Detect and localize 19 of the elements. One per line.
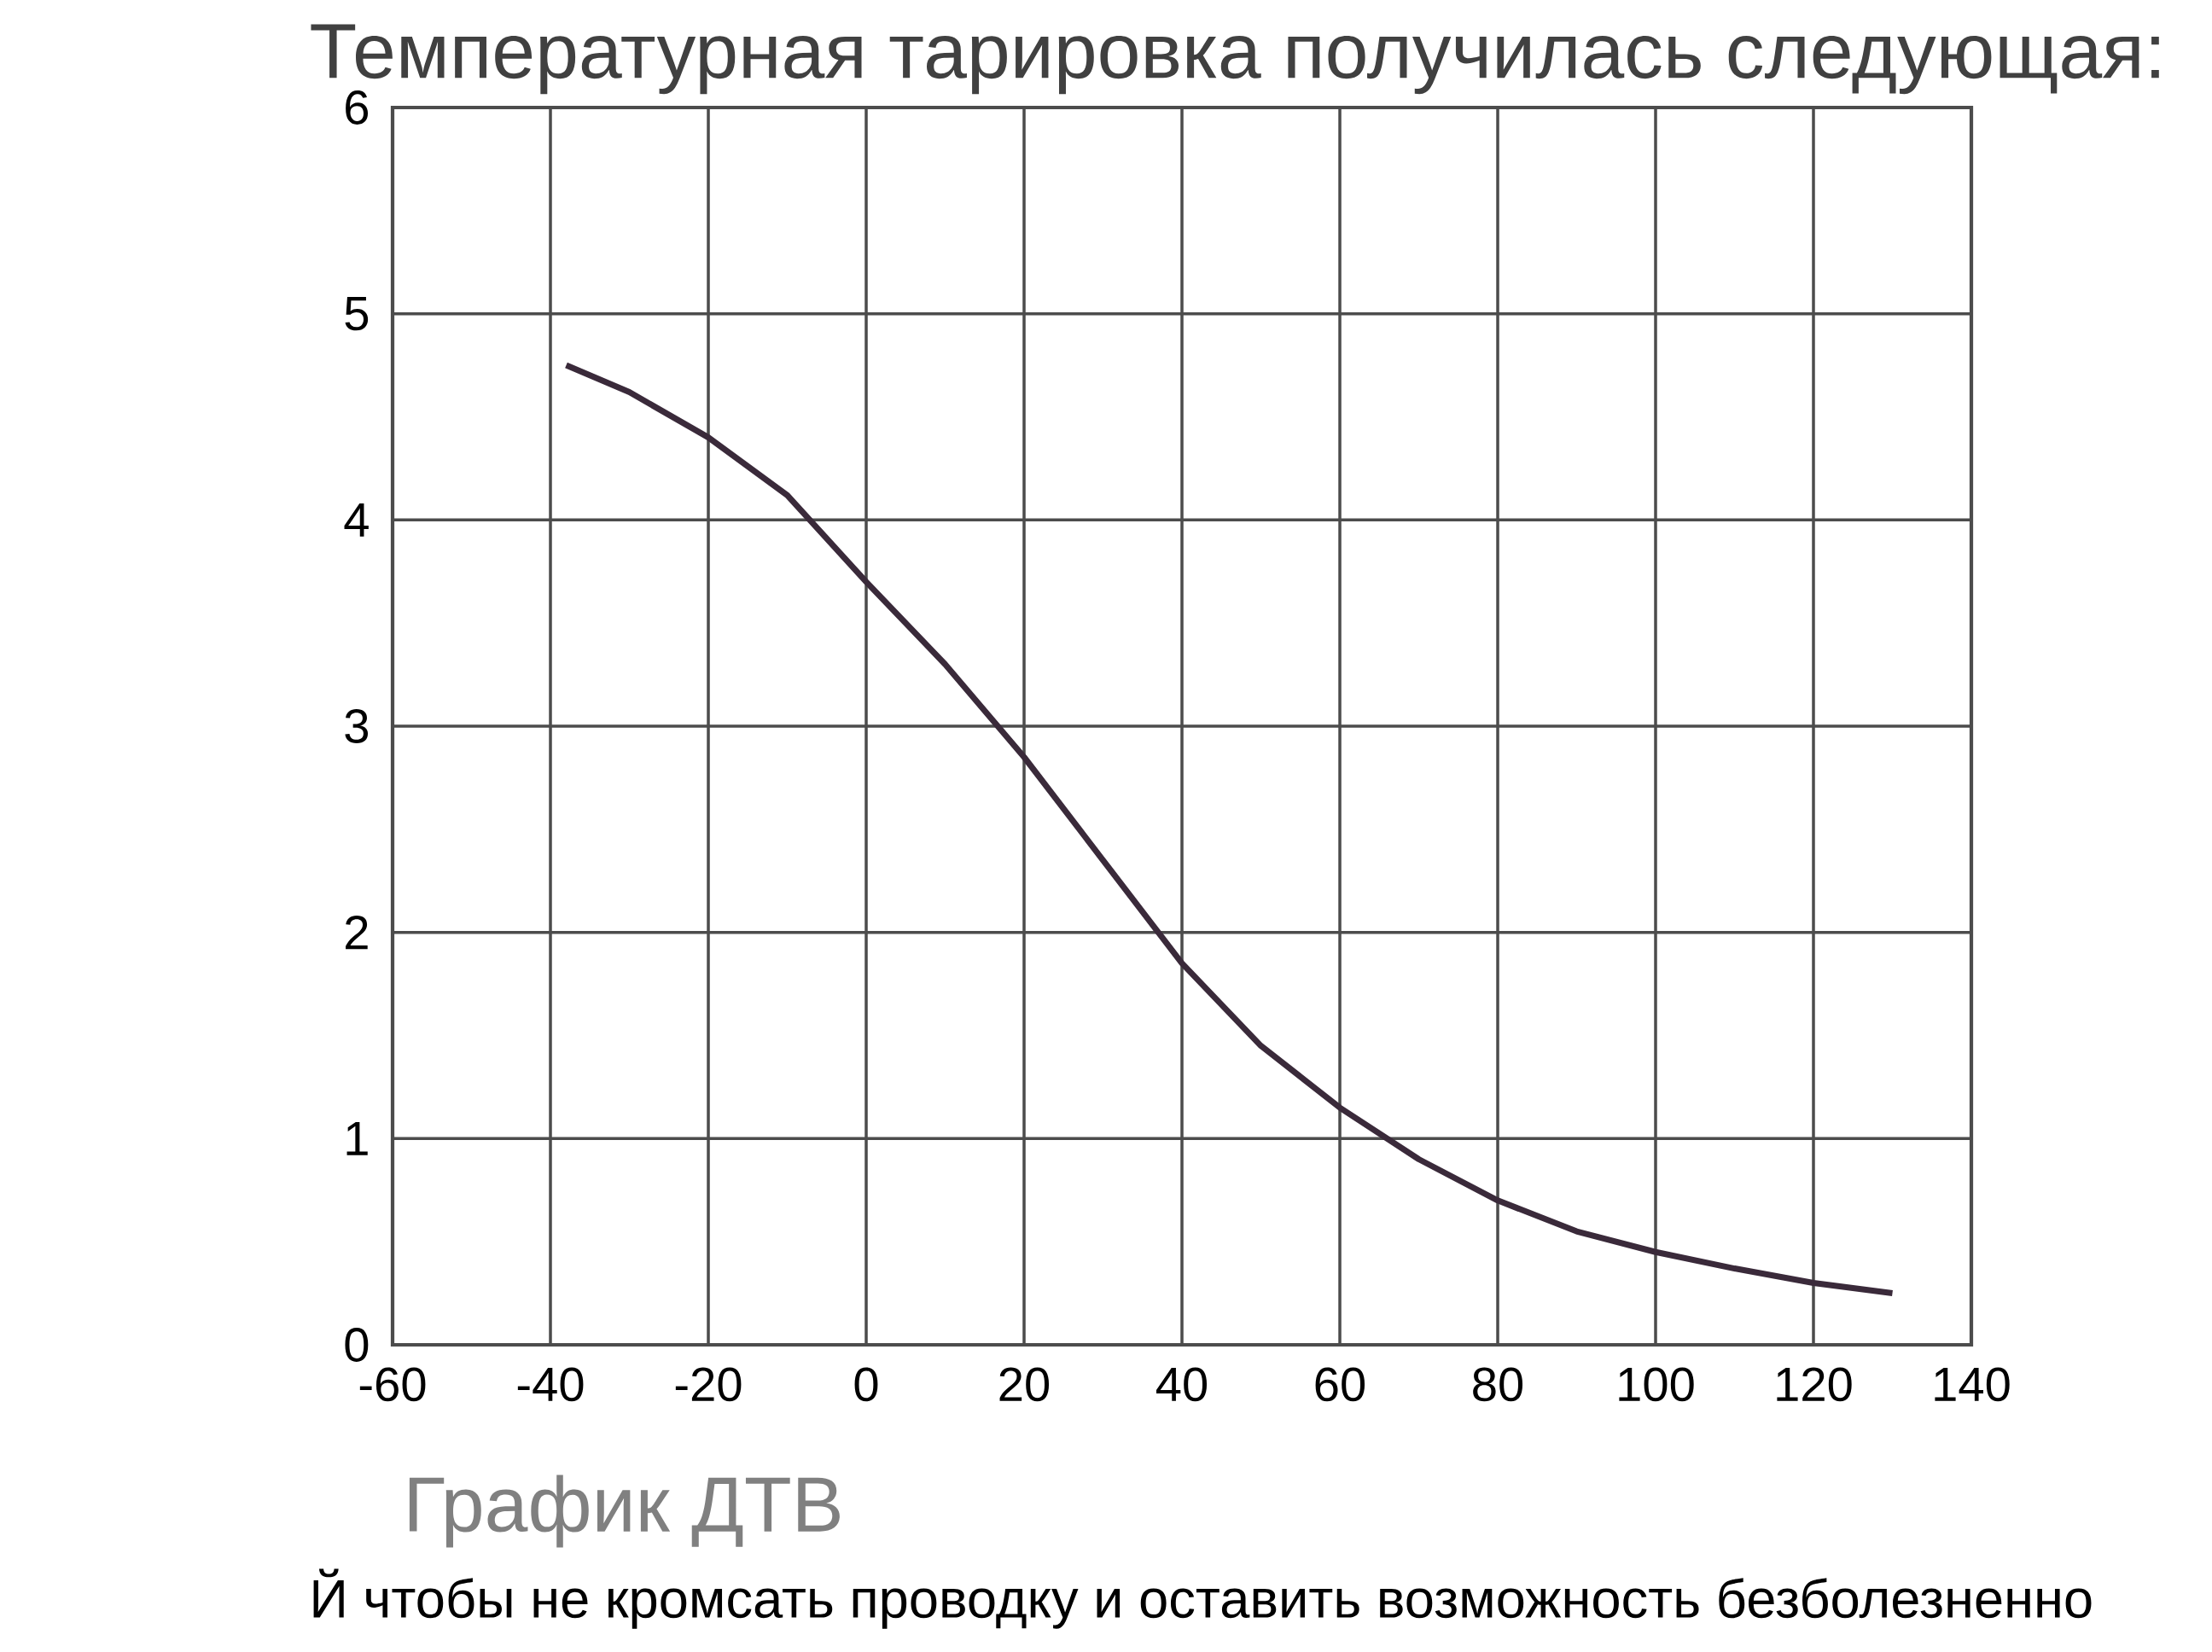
x-tick-label: 40 [1156,1367,1208,1402]
y-tick-label: 5 [345,297,369,331]
y-tick-label: 0 [345,1328,369,1362]
x-tick-label: 80 [1473,1367,1523,1402]
x-tick-label: 20 [999,1367,1050,1402]
x-tick-label: -40 [517,1367,584,1402]
x-tick-label: -20 [675,1367,742,1402]
y-tick-label: 1 [346,1121,368,1155]
x-tick-label: 0 [854,1367,878,1402]
x-tick-label: 60 [1315,1367,1365,1402]
y-tick-label: 4 [344,503,369,537]
y-tick-label: 2 [346,916,368,950]
text: График ДТВ [409,1475,840,1548]
y-tick-label: 3 [345,709,369,743]
x-tick-label: 120 [1777,1367,1852,1402]
x-tick-label: -60 [359,1367,426,1402]
x-tick-label: 100 [1619,1367,1694,1402]
text: Й чтобы не кромсать проводку и оставить возможность безболезненно [313,1568,2092,1629]
x-tick-label: 140 [1935,1367,2010,1402]
